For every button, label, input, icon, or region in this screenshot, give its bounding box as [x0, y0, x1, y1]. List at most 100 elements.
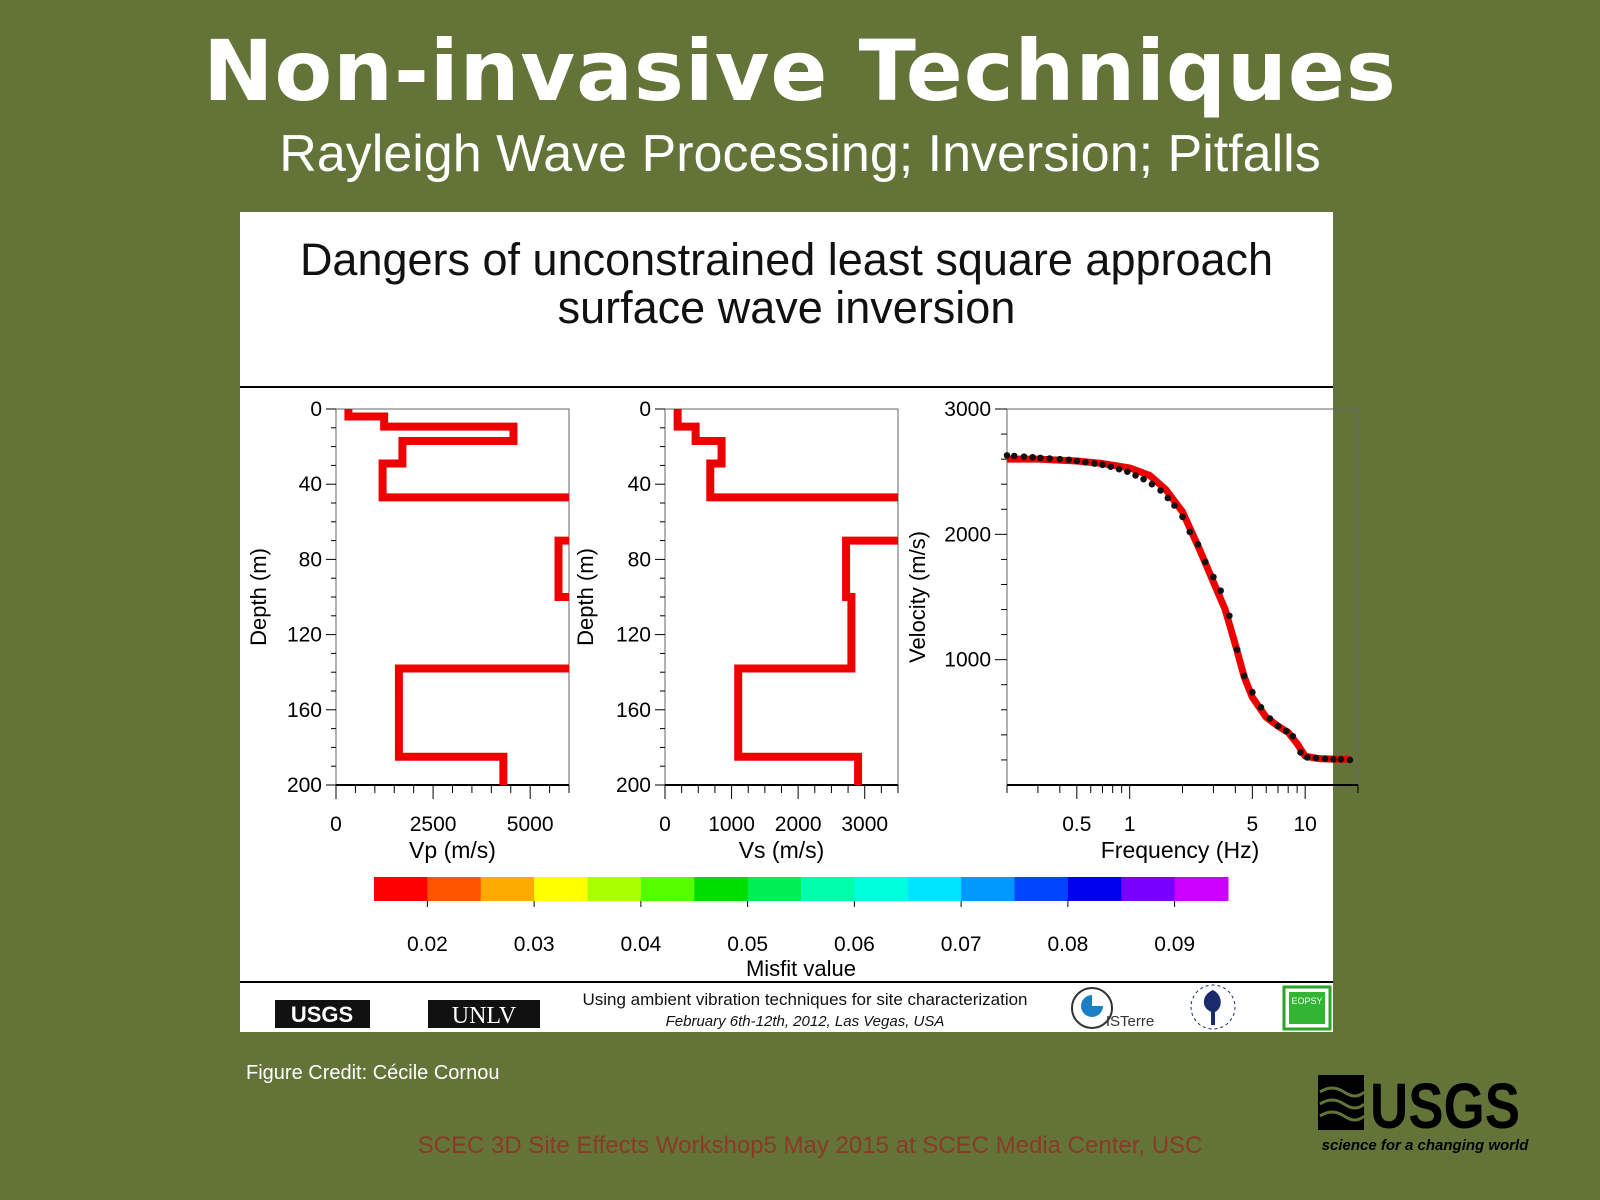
observed-data-point: [1037, 454, 1044, 462]
colorbar-segment: [534, 877, 588, 901]
velocity-profile-line: [673, 409, 898, 785]
observed-data-point: [1194, 541, 1202, 548]
observed-data-point: [1210, 573, 1217, 581]
model-dispersion-line: [1007, 455, 1350, 763]
isterre-logo: ISTerre: [1071, 987, 1154, 1030]
colorbar-label: Misfit value: [746, 956, 856, 981]
observed-data-point: [1186, 528, 1194, 536]
observed-data-point: [1282, 727, 1290, 735]
y-tick-label: 200: [616, 774, 651, 797]
colorbar-tick-label: 0.06: [834, 933, 875, 956]
eopsy-logo: EOPSY: [1282, 985, 1332, 1031]
usgs-banner-logo: USGS: [275, 1000, 370, 1028]
observed-data-point: [1330, 756, 1337, 763]
y-tick-label: 0: [639, 398, 651, 421]
observed-data-point: [1091, 460, 1098, 467]
observed-data-point: [1312, 754, 1320, 762]
observed-data-point: [1157, 487, 1164, 494]
unlv-logo: UNLV: [428, 1000, 540, 1029]
x-tick-label: 1000: [708, 813, 755, 836]
x-tick-label: 5: [1246, 813, 1258, 836]
observed-data-point: [1099, 461, 1106, 469]
observed-data-point: [1065, 456, 1073, 464]
figure-title: Dangers of unconstrained least square ap…: [240, 236, 1333, 332]
x-tick-label: 0: [659, 813, 671, 836]
observed-data-point: [1274, 722, 1282, 730]
x-tick-label: 10: [1293, 813, 1316, 836]
y-tick-label: 120: [616, 624, 651, 647]
usgs-corner-logo: USGS science for a changing world: [1318, 1070, 1529, 1154]
x-tick-label: 1: [1124, 813, 1136, 836]
x-tick-label: 0.5: [1062, 813, 1091, 836]
slide-title: Non-invasive Techniques: [203, 22, 1397, 120]
colorbar-segment: [694, 877, 749, 901]
y-axis-label: Depth (m): [246, 548, 271, 646]
x-tick-label: 3000: [841, 813, 888, 836]
observed-data-point: [1082, 458, 1089, 466]
observed-data-point: [1171, 502, 1178, 509]
figure-title-line1: Dangers of unconstrained least square ap…: [299, 234, 1274, 285]
observed-data-point: [1266, 715, 1274, 722]
velocity-profile-line: [344, 409, 569, 785]
y-tick-label: 160: [616, 699, 651, 722]
colorbar-segment: [801, 877, 855, 901]
isterre-logo-text: ISTerre: [1106, 1013, 1154, 1030]
vp-profile: 0 40 80 120 160 200 0 2500 5000 Vp (m/s) Depth (m): [246, 398, 570, 863]
globe-tree-logo: [1190, 984, 1236, 1030]
observed-data-point: [1226, 612, 1233, 620]
y-tick-label: 0: [310, 398, 322, 421]
colorbar-tick-label: 0.09: [1154, 933, 1195, 956]
slide-subtitle: Rayleigh Wave Processing; Inversion; Pit…: [279, 125, 1321, 183]
banner-date: February 6th-12th, 2012, Las Vegas, USA: [665, 1013, 945, 1030]
observed-data-point: [1297, 749, 1304, 756]
colorbar-segment: [1014, 877, 1069, 901]
plot-frame: [1006, 408, 1359, 786]
observed-data-point: [1010, 452, 1018, 460]
y-tick-label: 40: [299, 473, 322, 496]
observed-data-point: [1132, 472, 1139, 479]
colorbar-tick-label: 0.02: [407, 933, 448, 956]
colorbar-segment: [427, 877, 482, 901]
colorbar-tick-label: 0.07: [941, 933, 982, 956]
colorbar-segment: [1121, 877, 1176, 901]
colorbar-segment: [1067, 877, 1122, 901]
colorbar-segment: [374, 877, 428, 901]
x-axis-label: Frequency (Hz): [1101, 837, 1259, 863]
y-axis-label: Depth (m): [573, 548, 598, 646]
colorbar-segment: [854, 877, 909, 901]
observed-data-point: [1148, 480, 1156, 488]
dispersion-curve: 1000 2000 3000 0.5 1 5 10 Frequency (Hz) Velocit…: [905, 398, 1359, 863]
observed-data-point: [1217, 587, 1224, 595]
observed-data-point: [1029, 453, 1036, 461]
y-tick-label: 80: [628, 548, 651, 571]
misfit-colorbar: 0.02 0.03 0.04 0.05 0.06 0.07 0.08 0.09 Misfit v…: [374, 877, 1229, 981]
observed-data-point: [1304, 754, 1311, 761]
observed-data-point: [1164, 494, 1172, 502]
usgs-corner-tagline: science for a changing world: [1322, 1137, 1530, 1154]
colorbar-segment: [907, 877, 962, 901]
colorbar-segment: [640, 877, 695, 901]
colorbar-tick-label: 0.08: [1047, 933, 1088, 956]
colorbar-segment: [961, 877, 1015, 901]
x-tick-label: 2500: [410, 813, 457, 836]
colorbar-segment: [480, 877, 535, 901]
observed-data-point: [1046, 455, 1053, 462]
y-tick-label: 120: [287, 624, 322, 647]
observed-data-point: [1056, 455, 1064, 463]
x-tick-label: 5000: [507, 813, 554, 836]
y-tick-label: 3000: [944, 398, 991, 421]
footer-text: SCEC 3D Site Effects Workshop5 May 2015 …: [417, 1132, 1203, 1159]
usgs-banner-logo-text: USGS: [291, 1002, 353, 1027]
y-tick-label: 1000: [944, 649, 991, 672]
observed-data-point: [1321, 755, 1329, 762]
colorbar-segment: [747, 877, 802, 901]
observed-data-point: [1179, 513, 1186, 521]
observed-data-point: [1073, 457, 1081, 465]
x-tick-label: 0: [330, 813, 342, 836]
colorbar-tick-label: 0.05: [727, 933, 768, 956]
figure-credit: Figure Credit: Cécile Cornou: [246, 1062, 500, 1084]
banner-text: Using ambient vibration techniques for s…: [582, 990, 1028, 1009]
x-axis-label: Vp (m/s): [409, 837, 496, 863]
